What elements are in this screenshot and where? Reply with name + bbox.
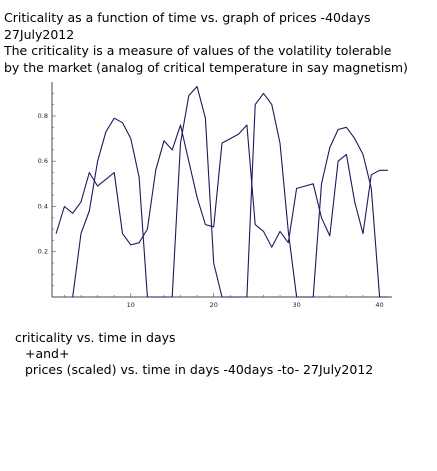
caption-line-1: criticality vs. time in days <box>15 330 176 345</box>
header-line-3: The criticality is a measure of values o… <box>4 43 392 58</box>
series-line-1 <box>55 124 388 248</box>
x-tick-label: 30 <box>292 301 300 309</box>
caption-line-2: +and+ <box>25 346 70 361</box>
x-tick-label: 20 <box>210 301 218 309</box>
caption-line-3: prices (scaled) vs. time in days -40days… <box>25 362 374 377</box>
axes: 10 20 30 40 0.2 0.4 0.6 0.8 <box>38 82 392 309</box>
header-line-1: Criticality as a function of time vs. gr… <box>4 10 371 25</box>
line-chart: 10 20 30 40 0.2 0.4 0.6 0.8 <box>38 82 392 309</box>
caption-text: criticality vs. time in days +and+ price… <box>15 330 373 378</box>
y-tick-label: 0.2 <box>38 248 48 256</box>
chart-area: 10 20 30 40 0.2 0.4 0.6 0.8 <box>38 82 392 309</box>
y-tick-label: 0.8 <box>38 112 48 120</box>
header-line-4: by the market (analog of critical temper… <box>4 59 408 75</box>
header-line-2: 27July2012 <box>4 26 75 42</box>
x-tick-label: 10 <box>127 301 135 309</box>
x-tick-label: 40 <box>375 301 383 309</box>
y-tick-label: 0.4 <box>38 202 48 210</box>
series-line-2 <box>72 85 388 298</box>
series-group <box>55 85 388 298</box>
header-text: Criticality as a function of time vs. gr… <box>4 10 434 76</box>
y-tick-label: 0.6 <box>38 157 48 165</box>
